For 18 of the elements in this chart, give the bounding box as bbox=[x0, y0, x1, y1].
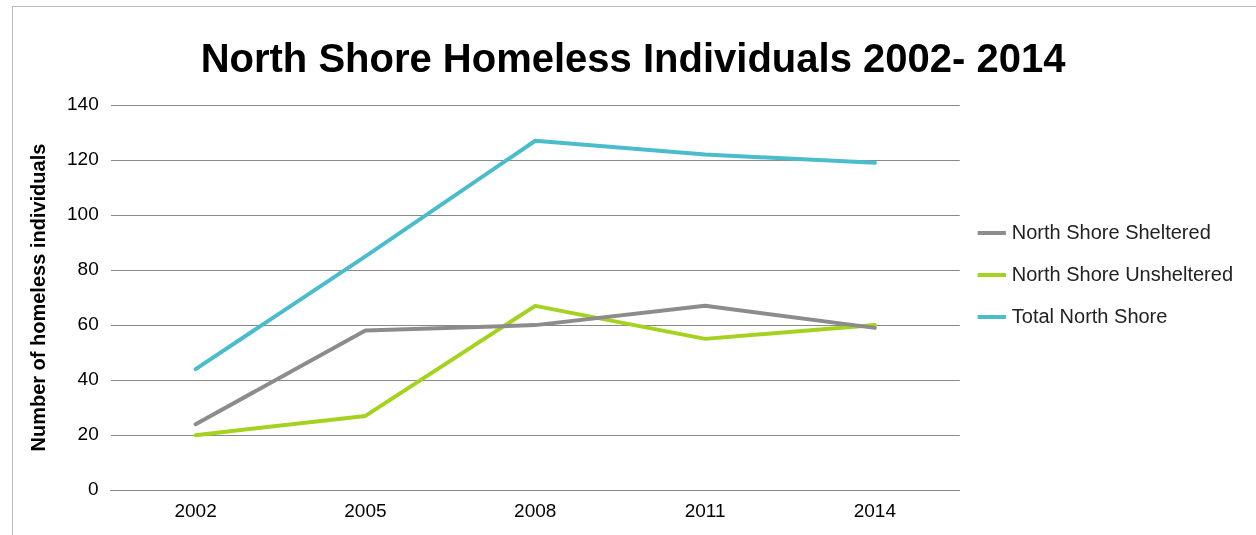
x-tick-label: 2014 bbox=[853, 499, 897, 521]
legend-label: North Shore Sheltered bbox=[1011, 220, 1211, 243]
y-axis-title: Number of homeless individuals bbox=[26, 143, 49, 452]
legend-label: North Shore Unsheltered bbox=[1011, 262, 1233, 285]
y-tick-label: 60 bbox=[77, 313, 99, 335]
x-tick-label: 2005 bbox=[344, 499, 387, 521]
x-tick-label: 2002 bbox=[174, 499, 217, 521]
y-tick-label: 120 bbox=[67, 148, 99, 170]
y-tick-label: 0 bbox=[88, 478, 99, 500]
y-tick-label: 140 bbox=[67, 93, 99, 115]
y-tick-label: 20 bbox=[77, 423, 99, 445]
legend-label: Total North Shore bbox=[1011, 304, 1168, 327]
y-tick-label: 100 bbox=[67, 203, 99, 225]
y-tick-label: 40 bbox=[77, 368, 99, 390]
x-tick-label: 2011 bbox=[684, 499, 726, 521]
x-tick-label: 2008 bbox=[514, 499, 557, 521]
chart-title: North Shore Homeless Individuals 2002- 2014 bbox=[200, 36, 1067, 81]
y-tick-label: 80 bbox=[77, 258, 99, 280]
